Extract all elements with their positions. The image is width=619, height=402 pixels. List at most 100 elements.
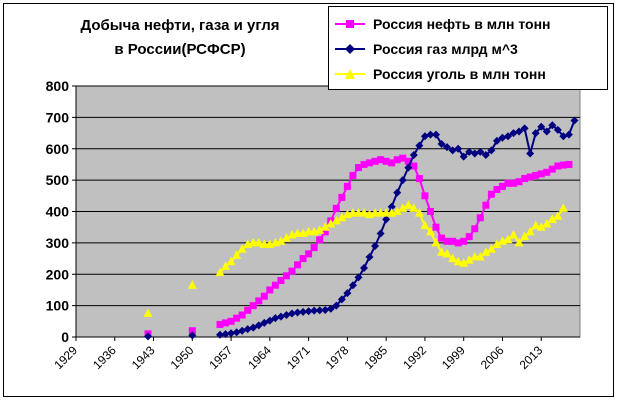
point-gas-29 xyxy=(365,252,374,261)
point-oil-12 xyxy=(271,281,279,289)
point-oil-10 xyxy=(260,292,268,300)
point-gas-34 xyxy=(393,188,402,197)
point-oil-20 xyxy=(316,236,324,244)
point-gas-60 xyxy=(537,122,546,131)
point-gas-16 xyxy=(293,308,302,317)
point-gas-66 xyxy=(570,116,579,125)
point-gas-65 xyxy=(564,130,573,139)
point-gas-23 xyxy=(332,301,341,310)
point-gas-62 xyxy=(548,121,557,130)
xtick-label-5: 1964 xyxy=(245,343,274,372)
point-oil-19 xyxy=(310,244,318,252)
legend-item-gas: Россия газ млрд м^3 xyxy=(335,38,605,60)
point-oil-6 xyxy=(238,311,246,319)
point-oil-50 xyxy=(482,201,490,209)
point-coal-63 xyxy=(553,211,563,220)
legend-item-oil: Россия нефть в млн тонн xyxy=(335,13,605,35)
point-gas-26 xyxy=(348,281,357,290)
point-coal-59 xyxy=(531,220,541,230)
point-gas-11 xyxy=(265,316,274,325)
point-oil-25 xyxy=(343,182,351,190)
ytick-label-0: 0 xyxy=(61,329,69,345)
point-oil-16 xyxy=(294,261,302,269)
chart-title-line-2: в России(РСФСР) xyxy=(114,41,246,58)
point-gas-19 xyxy=(310,306,319,315)
point-gas-22 xyxy=(326,304,335,313)
point-gas-35 xyxy=(398,176,407,185)
point-coal-61 xyxy=(542,219,552,228)
point-coal-14 xyxy=(281,233,291,242)
xtick-label-7: 1978 xyxy=(323,343,352,372)
point-oil-33 xyxy=(388,159,396,167)
xtick-label-4: 1957 xyxy=(206,343,235,372)
point-coal-52 xyxy=(492,239,502,248)
point-oil-7 xyxy=(244,306,252,314)
point-oil-55 xyxy=(510,179,518,187)
point-oil-65 xyxy=(565,160,573,168)
legend: Россия нефть в млн тонн Россия газ млрд … xyxy=(328,6,608,90)
point-gas-9 xyxy=(254,321,263,330)
point-coal-1 xyxy=(187,280,197,289)
point-oil-15 xyxy=(288,267,296,275)
point-gas-61 xyxy=(542,127,551,136)
point-gas-21 xyxy=(321,306,330,315)
chart-title-line-1: Добыча нефти, газа и угля xyxy=(80,17,280,34)
point-gas-42 xyxy=(437,140,446,149)
ytick-label-3: 300 xyxy=(46,235,70,251)
xtick-label-3: 1950 xyxy=(168,343,197,372)
point-gas-52 xyxy=(492,136,501,145)
point-gas-56 xyxy=(515,127,524,136)
ytick-label-6: 600 xyxy=(46,141,70,157)
point-coal-39 xyxy=(420,220,430,230)
point-oil-41 xyxy=(432,223,440,231)
xtick-label-6: 1971 xyxy=(284,343,313,372)
point-coal-34 xyxy=(392,206,402,215)
point-oil-45 xyxy=(454,239,462,247)
point-gas-15 xyxy=(288,309,296,318)
ytick-label-5: 500 xyxy=(46,172,70,188)
point-coal-41 xyxy=(431,237,441,247)
point-oil-18 xyxy=(305,250,313,258)
plot-layer: 0 100 200 300 400 500 600 700 800 1929 1936 1943 195… xyxy=(46,78,581,372)
ytick-label-4: 400 xyxy=(46,204,70,220)
point-oil-14 xyxy=(282,272,290,280)
point-oil-2 xyxy=(216,320,224,328)
point-gas-1 xyxy=(188,331,197,340)
ytick-label-7: 700 xyxy=(46,109,70,125)
point-oil-56 xyxy=(515,178,523,186)
point-oil-4 xyxy=(227,317,235,325)
xtick-label-1: 1936 xyxy=(90,343,119,372)
point-gas-36 xyxy=(404,163,413,172)
point-coal-35 xyxy=(398,203,408,212)
point-gas-30 xyxy=(371,242,380,251)
point-gas-20 xyxy=(315,306,324,315)
xtick-label-2: 1943 xyxy=(129,343,158,372)
xtick-label-10: 1999 xyxy=(439,343,468,372)
legend-label-gas: Россия газ млрд м^3 xyxy=(373,41,518,57)
point-oil-44 xyxy=(449,237,457,245)
point-gas-63 xyxy=(553,125,562,134)
xtick-label-0: 1929 xyxy=(51,343,80,372)
point-gas-40 xyxy=(426,130,435,139)
point-gas-51 xyxy=(487,146,496,155)
point-oil-29 xyxy=(366,159,374,167)
point-oil-47 xyxy=(465,233,473,241)
point-oil-31 xyxy=(377,156,385,164)
point-coal-45 xyxy=(453,256,463,266)
point-coal-22 xyxy=(326,219,336,228)
point-coal-6 xyxy=(237,244,247,253)
point-oil-35 xyxy=(399,154,407,162)
point-coal-0 xyxy=(143,308,153,317)
point-coal-55 xyxy=(509,230,519,239)
point-oil-13 xyxy=(277,277,285,285)
point-oil-42 xyxy=(438,234,446,242)
point-gas-31 xyxy=(376,229,385,238)
point-gas-4 xyxy=(227,329,236,338)
point-oil-1 xyxy=(188,327,196,335)
point-gas-32 xyxy=(382,215,391,224)
point-coal-20 xyxy=(315,225,325,234)
point-coal-62 xyxy=(547,214,557,223)
legend-item-coal: Россия уголь в млн тонн xyxy=(335,63,605,85)
point-oil-54 xyxy=(504,179,512,187)
